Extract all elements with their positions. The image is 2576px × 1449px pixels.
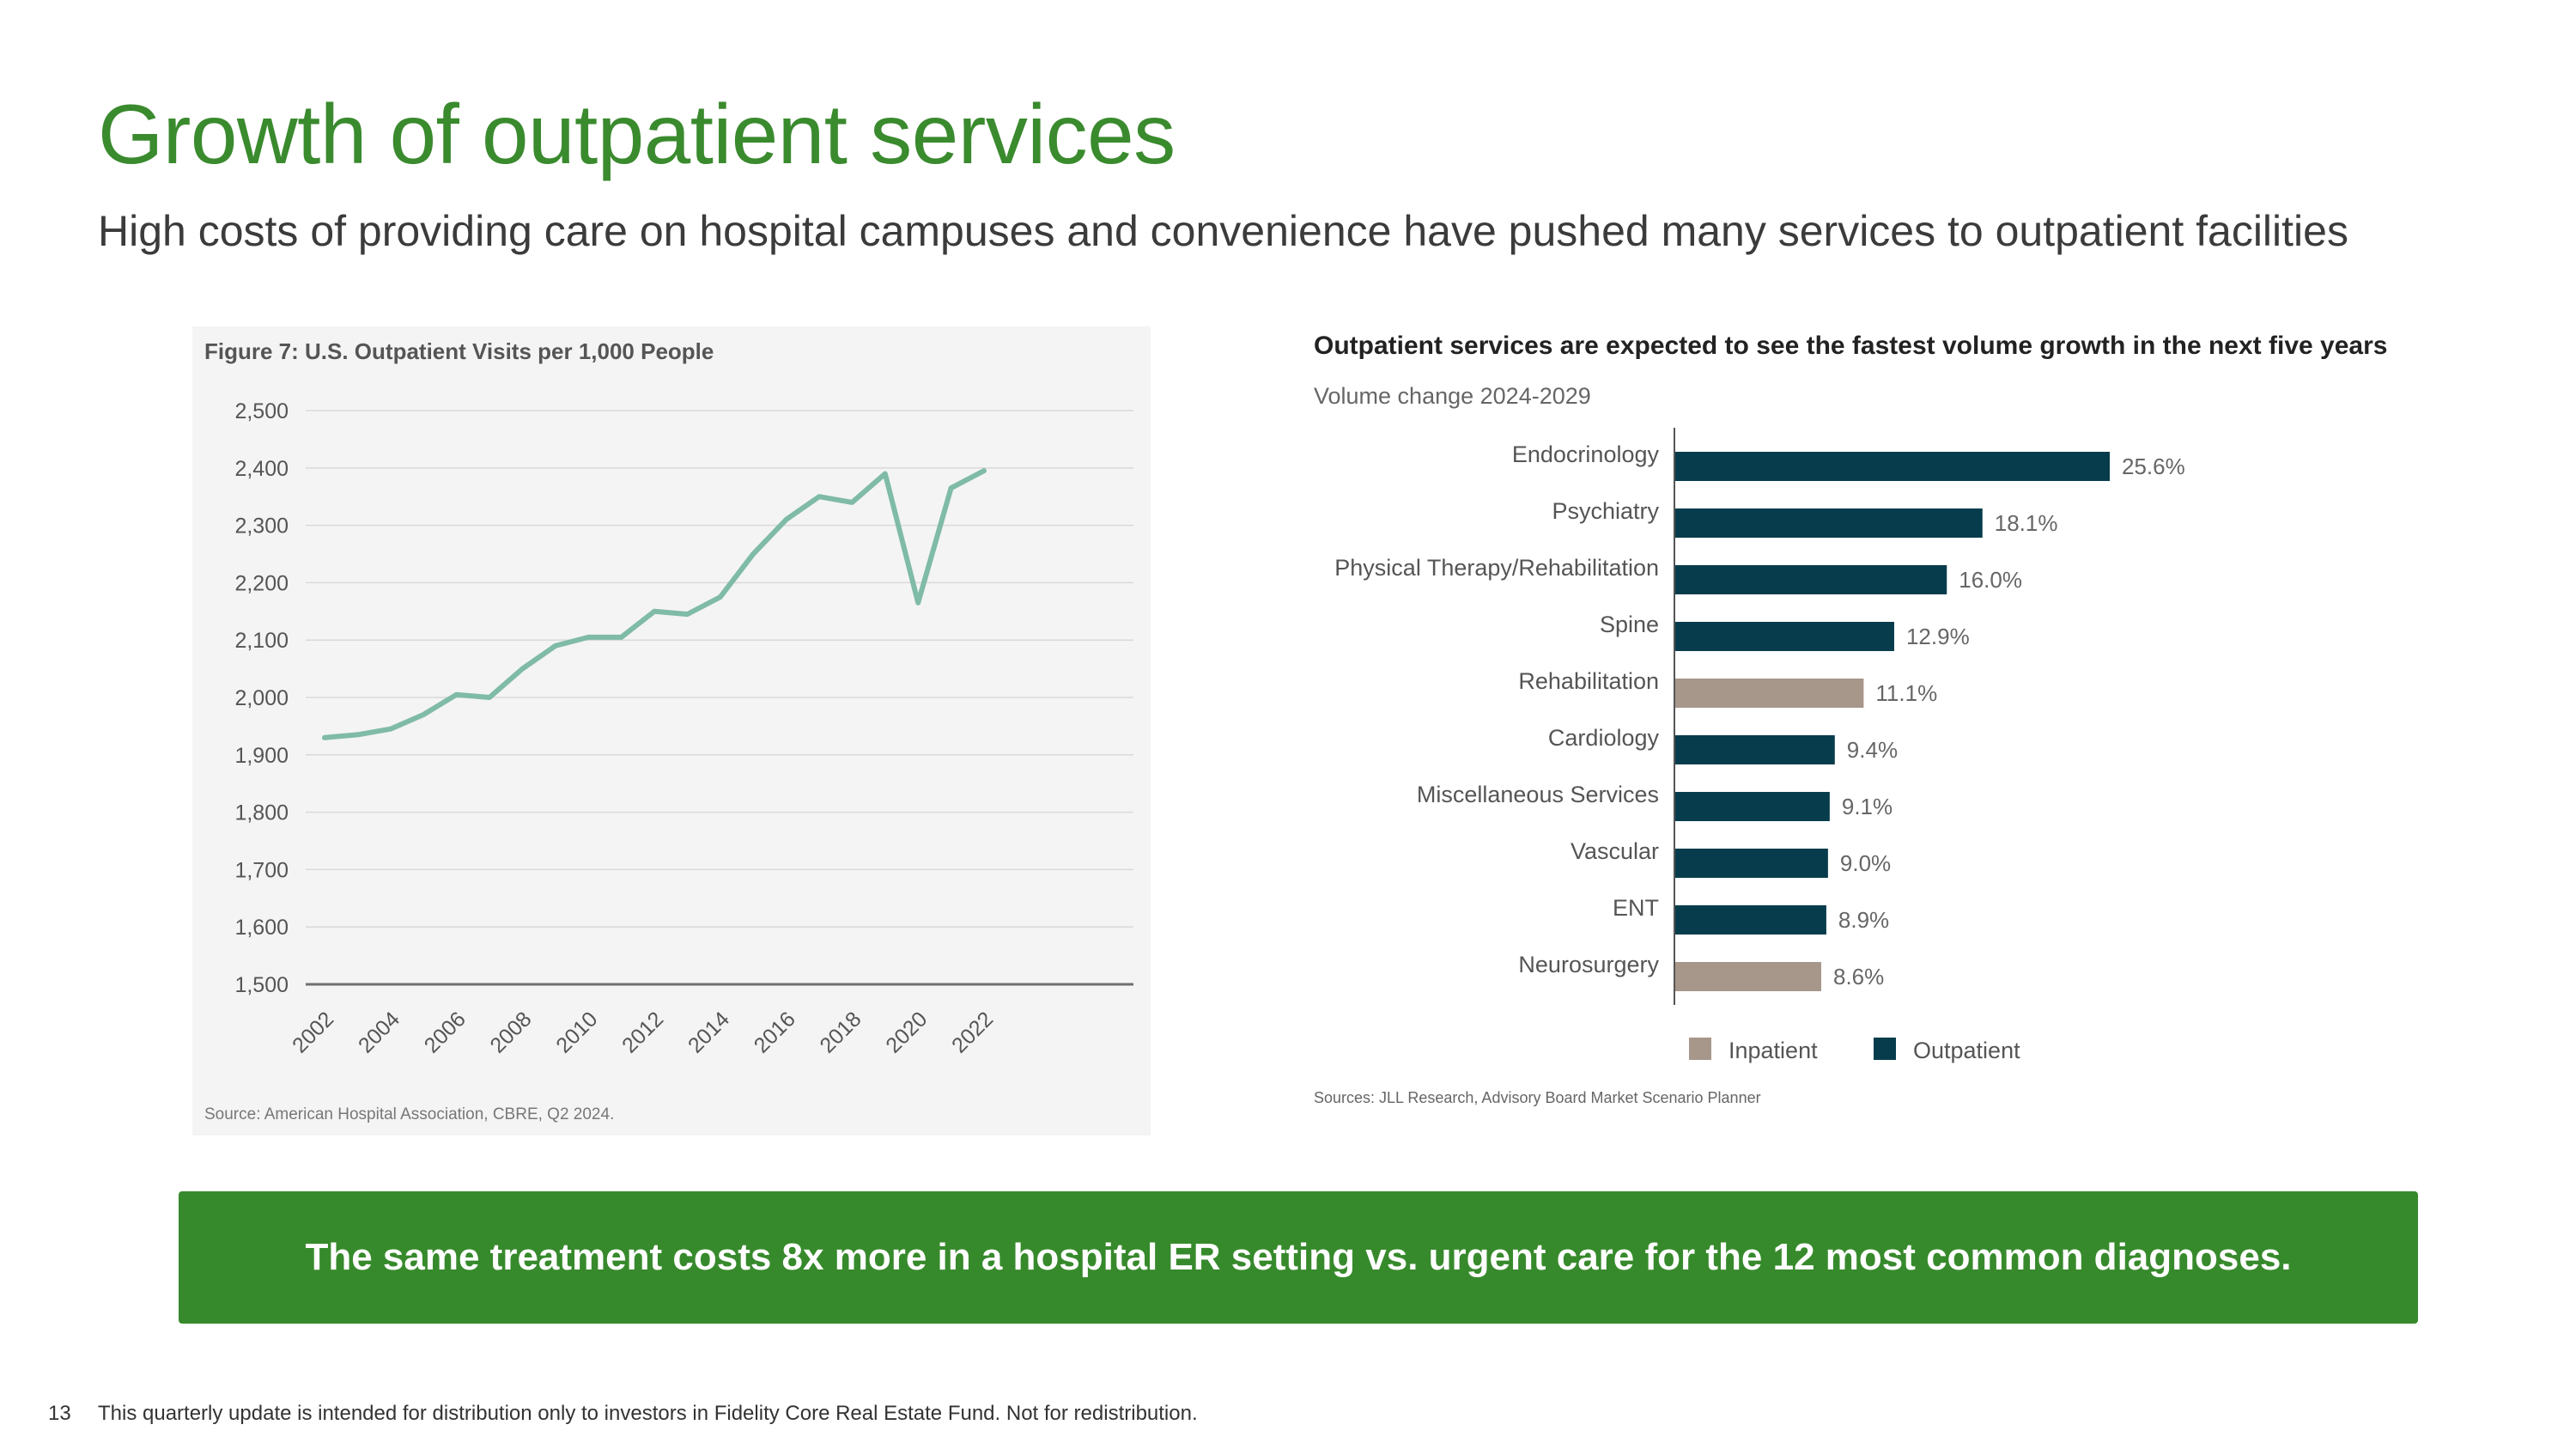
bar-value-label: 12.9% <box>1906 624 1970 649</box>
bar-value-label: 16.0% <box>1959 567 2022 593</box>
callout-text: The same treatment costs 8x more in a ho… <box>305 1236 2292 1278</box>
footer: 13 This quarterly update is intended for … <box>48 1402 1198 1426</box>
bar-category-label: Neurosurgery <box>1518 952 1659 977</box>
bar <box>1675 452 2110 481</box>
line-chart: Figure 7: U.S. Outpatient Visits per 1,0… <box>204 338 1133 1123</box>
x-tick-label: 2020 <box>881 1007 932 1057</box>
y-tick-label: 2,500 <box>234 399 289 423</box>
bar-category-label: Psychiatry <box>1552 498 1659 524</box>
y-tick-label: 1,800 <box>234 801 289 825</box>
x-tick-label: 2012 <box>617 1007 668 1057</box>
bar-category-label: ENT <box>1613 895 1659 921</box>
x-tick-label: 2014 <box>683 1007 734 1057</box>
x-tick-label: 2016 <box>750 1007 800 1057</box>
line-chart-panel: Figure 7: U.S. Outpatient Visits per 1,0… <box>192 326 1151 1135</box>
bar-value-label: 8.9% <box>1838 907 1889 933</box>
bar-value-label: 11.1% <box>1875 680 1937 706</box>
y-tick-label: 2,400 <box>234 457 289 481</box>
bar <box>1675 735 1835 764</box>
bar-category-label: Physical Therapy/Rehabilitation <box>1334 555 1659 581</box>
y-tick-label: 2,300 <box>234 514 289 539</box>
y-tick-label: 2,100 <box>234 629 289 653</box>
y-tick-label: 1,700 <box>234 858 289 882</box>
page-number: 13 <box>48 1402 71 1425</box>
x-tick-label: 2002 <box>288 1007 338 1057</box>
page-subtitle: High costs of providing care on hospital… <box>98 207 2348 255</box>
x-tick-label: 2018 <box>816 1007 866 1057</box>
x-tick-label: 2022 <box>947 1007 998 1057</box>
y-tick-label: 2,200 <box>234 571 289 595</box>
line-chart-source: Source: American Hospital Association, C… <box>204 1105 614 1123</box>
y-tick-label: 1,600 <box>234 916 289 940</box>
bar-category-label: Endocrinology <box>1512 441 1660 467</box>
bar <box>1675 849 1828 878</box>
bar <box>1675 679 1864 708</box>
bar-value-label: 9.0% <box>1840 850 1891 876</box>
page-title: Growth of outpatient services <box>98 87 1176 181</box>
bar-chart-subtitle: Volume change 2024-2029 <box>1314 383 1591 409</box>
bar <box>1675 962 1821 991</box>
bar-category-label: Spine <box>1600 612 1659 637</box>
bar-category-label: Miscellaneous Services <box>1417 782 1659 807</box>
callout-banner: The same treatment costs 8x more in a ho… <box>179 1191 2418 1324</box>
bar-category-label: Vascular <box>1571 838 1659 864</box>
legend-swatch-inpatient <box>1689 1038 1711 1060</box>
bar <box>1675 622 1894 651</box>
y-tick-label: 1,900 <box>234 744 289 768</box>
legend-swatch-outpatient <box>1874 1038 1896 1060</box>
bar <box>1675 565 1947 594</box>
disclaimer: This quarterly update is intended for di… <box>98 1402 1198 1425</box>
line-chart-title: Figure 7: U.S. Outpatient Visits per 1,0… <box>204 338 714 364</box>
bar <box>1675 508 1983 538</box>
x-tick-label: 2010 <box>551 1007 602 1057</box>
bar-value-label: 9.4% <box>1847 737 1898 763</box>
bar-category-label: Rehabilitation <box>1518 668 1659 694</box>
bar-value-label: 8.6% <box>1833 964 1884 989</box>
x-tick-label: 2004 <box>354 1007 404 1057</box>
bar-value-label: 25.6% <box>2122 454 2185 479</box>
bar-chart-title: Outpatient services are expected to see … <box>1314 332 2387 360</box>
bar <box>1675 792 1830 821</box>
bar <box>1675 905 1826 935</box>
y-tick-label: 1,500 <box>234 973 289 997</box>
x-tick-label: 2008 <box>486 1007 537 1057</box>
legend-label-outpatient: Outpatient <box>1913 1038 2020 1063</box>
bar-chart-source: Sources: JLL Research, Advisory Board Ma… <box>1314 1089 1761 1106</box>
bar-chart: Outpatient services are expected to see … <box>1314 332 2387 1106</box>
bar-value-label: 9.1% <box>1842 794 1893 819</box>
visits-series-line <box>322 468 987 740</box>
legend-label-inpatient: Inpatient <box>1728 1038 1818 1063</box>
bar-chart-panel: Outpatient services are expected to see … <box>1305 318 2404 1108</box>
x-tick-label: 2006 <box>420 1007 471 1057</box>
bar-value-label: 18.1% <box>1995 510 2058 536</box>
y-tick-label: 2,000 <box>234 686 289 710</box>
bar-category-label: Cardiology <box>1548 725 1660 751</box>
